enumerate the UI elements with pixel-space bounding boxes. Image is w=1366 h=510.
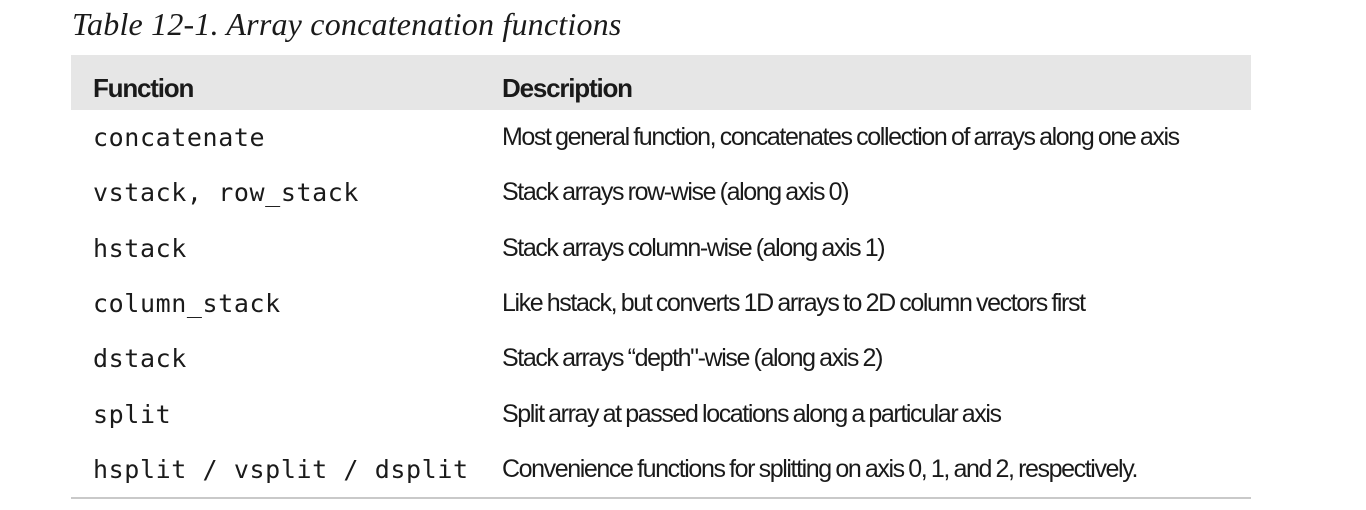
description-cell: Like hstack, but converts 1D arrays to 2… [502,289,1086,318]
table-row: concatenate Most general function, conca… [71,110,1251,165]
description-cell: Split array at passed locations along a … [502,399,1002,428]
array-concatenation-table: Function Description concatenate Most ge… [71,55,1251,500]
table-row: vstack, row_stack Stack arrays row-wise … [71,165,1251,220]
column-header-description: Description [502,73,633,103]
function-cell: split [93,399,172,429]
function-cell: hstack [93,233,187,263]
description-cell: Stack arrays row-wise (along axis 0) [502,178,850,207]
column-header-function: Function [93,73,194,103]
table-row: hsplit / vsplit / dsplit Convenience fun… [71,441,1251,500]
description-cell: Stack arrays column-wise (along axis 1) [502,233,886,262]
function-cell: concatenate [93,123,266,153]
function-cell: vstack, row_stack [93,178,360,208]
function-cell: dstack [93,344,187,374]
description-cell: Stack arrays “depth"-wise (along axis 2) [502,344,883,373]
function-cell: hsplit / vsplit / dsplit [71,441,480,500]
table-caption: Table 12-1. Array concatenation function… [72,6,622,42]
header-row: Function Description [71,55,1251,110]
table-body: concatenate Most general function, conca… [71,110,1251,500]
table-header: Function Description [71,55,1251,110]
description-cell: Convenience functions for splitting on a… [480,441,1251,500]
table-row: split Split array at passed locations al… [71,386,1251,441]
table-row: hstack Stack arrays column-wise (along a… [71,221,1251,276]
description-cell: Most general function, concatenates coll… [502,123,1180,152]
function-cell: column_stack [93,289,281,319]
table-row: dstack Stack arrays “depth"-wise (along … [71,331,1251,386]
table-row: column_stack Like hstack, but converts 1… [71,276,1251,331]
